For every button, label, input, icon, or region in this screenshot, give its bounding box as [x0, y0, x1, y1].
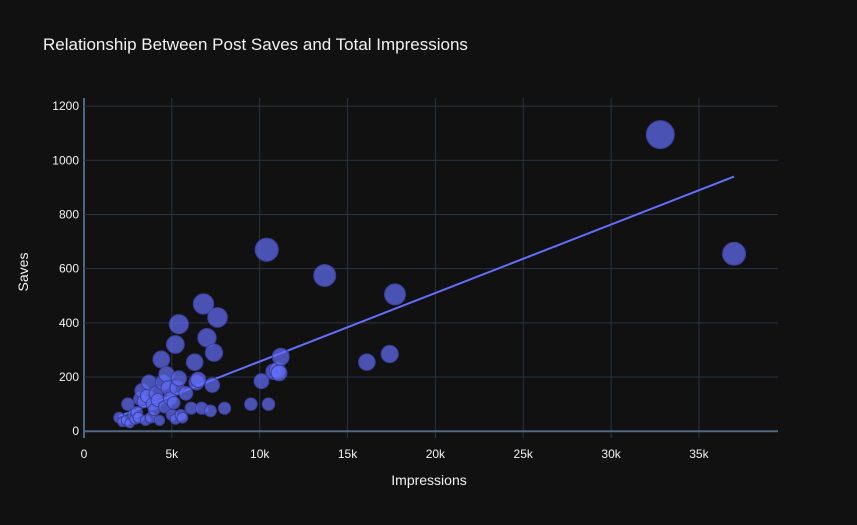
data-point [383, 283, 406, 306]
y-axis-title: Saves [15, 253, 31, 292]
data-point [190, 371, 207, 388]
y-tick-label: 600 [59, 262, 79, 276]
data-point [153, 414, 166, 426]
x-tick-label: 25k [514, 447, 534, 461]
data-point [192, 293, 215, 315]
x-axis-title: Impressions [391, 472, 466, 488]
data-point [645, 120, 675, 150]
data-point [722, 241, 747, 266]
data-point [313, 263, 337, 287]
trendline [118, 175, 735, 418]
data-point [204, 377, 221, 393]
data-point [271, 347, 290, 366]
y-tick-label: 400 [59, 316, 79, 330]
x-tick-label: 30k [601, 447, 621, 461]
data-point [170, 370, 187, 387]
data-point [244, 397, 258, 411]
x-tick-label: 5k [166, 447, 180, 461]
data-point [152, 350, 171, 369]
trend-layer [118, 175, 735, 418]
data-point [380, 344, 399, 364]
y-tick-label: 200 [59, 370, 79, 384]
data-point [261, 397, 276, 411]
data-point [270, 364, 288, 382]
x-tick-label: 0 [81, 447, 88, 461]
chart-title: Relationship Between Post Saves and Tota… [43, 35, 468, 54]
y-tick-label: 800 [59, 207, 79, 221]
data-point [178, 385, 194, 401]
x-tick-label: 15k [338, 447, 358, 461]
y-tick-label: 1000 [52, 153, 79, 167]
data-point [217, 401, 232, 415]
data-point [254, 237, 279, 262]
grid-layer [83, 98, 778, 438]
data-point [185, 353, 204, 371]
data-point [168, 314, 189, 335]
data-point [253, 373, 270, 390]
data-point [121, 397, 135, 411]
x-tick-label: 20k [426, 447, 446, 461]
data-point [204, 404, 217, 418]
data-point [165, 335, 185, 354]
x-tick-label: 10k [250, 447, 270, 461]
y-tick-label: 0 [72, 424, 79, 438]
data-point [176, 411, 189, 424]
data-point [358, 353, 376, 371]
data-point [166, 395, 181, 410]
data-point [204, 343, 224, 362]
tick-layer: 0 5k 10k 15k 20k 25k 30k 35k 0 200 400 600 800 1000 12… [52, 99, 709, 461]
data-point [207, 307, 228, 328]
point-layer [113, 120, 747, 429]
x-tick-label: 35k [689, 447, 709, 461]
y-tick-label: 1200 [52, 99, 79, 113]
